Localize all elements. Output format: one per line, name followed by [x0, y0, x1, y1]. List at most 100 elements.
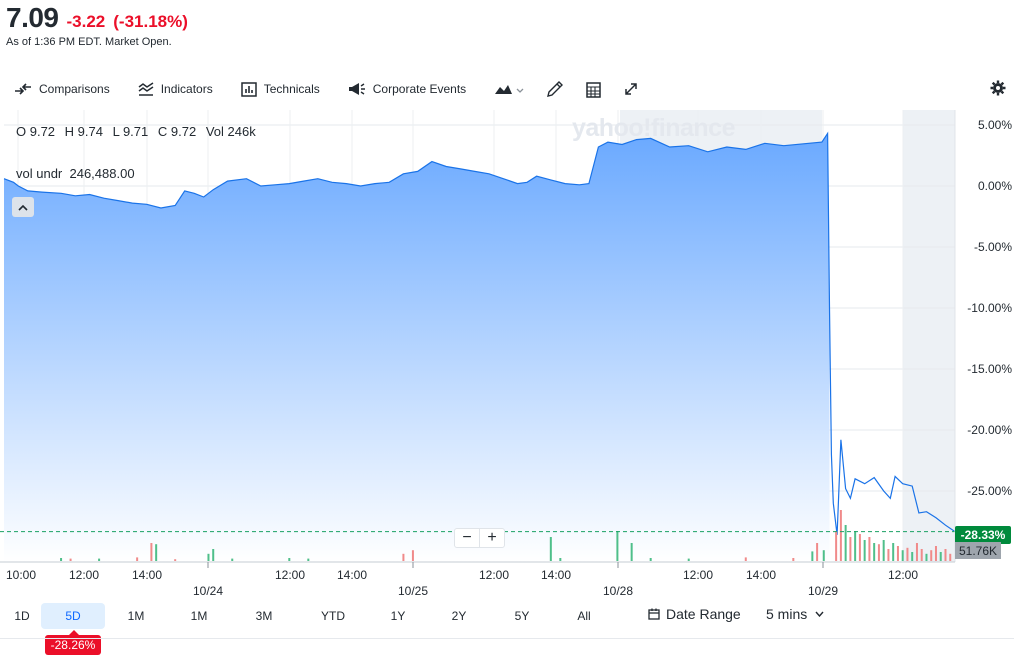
- draw-button[interactable]: [546, 80, 564, 98]
- volume-bar: [402, 553, 405, 561]
- volume-bar: [207, 553, 210, 561]
- volume-bar: [892, 543, 895, 561]
- range-option-5d[interactable]: 5D: [41, 603, 105, 629]
- indicators-label: Indicators: [160, 82, 213, 96]
- volume-bar: [901, 550, 904, 561]
- volume-bar: [873, 543, 876, 561]
- last-value-tag: -28.33%: [955, 526, 1011, 544]
- volume-bar: [930, 550, 933, 561]
- date-range-label: Date Range: [666, 606, 741, 622]
- volume-bar: [863, 540, 866, 561]
- volume-bar: [150, 543, 153, 561]
- chart-toolbar: Comparisons Indicators Technicals Corpor…: [14, 78, 660, 100]
- x-time-label: 12:00: [887, 568, 919, 582]
- y-tick-label: 0.00%: [977, 179, 1012, 193]
- quote-price: 7.09: [6, 2, 59, 33]
- comparisons-button[interactable]: Comparisons: [14, 82, 110, 96]
- volume-bar: [69, 558, 72, 561]
- range-option-3m[interactable]: 3M: [255, 609, 273, 623]
- volume-bar: [868, 537, 871, 561]
- range-option-1y[interactable]: 1Y: [390, 609, 406, 623]
- ohlc-open: O 9.72: [16, 124, 56, 139]
- range-option-1d[interactable]: 1D: [14, 609, 30, 623]
- volume-bar: [835, 531, 838, 561]
- zoom-out-button[interactable]: −: [462, 529, 472, 546]
- x-time-label: 12:00: [68, 568, 100, 582]
- table-icon: [586, 81, 601, 98]
- chevron-up-icon: [18, 204, 28, 211]
- x-time-label: 14:00: [540, 568, 572, 582]
- quote-header: 7.09 -3.22 (-31.18%) As of 1:36 PM EDT. …: [6, 2, 188, 48]
- ohlc-volume: Vol 246k: [205, 124, 256, 139]
- price-chart[interactable]: [0, 0, 1024, 600]
- ohlc-low: L 9.71: [112, 124, 149, 139]
- ohlc-close: C 9.72: [157, 124, 197, 139]
- table-view-button[interactable]: [586, 81, 602, 98]
- range-option-2y[interactable]: 2Y: [451, 609, 467, 623]
- range-option-1m[interactable]: 1M: [190, 609, 208, 623]
- volume-bar: [925, 553, 928, 561]
- volume-bars: [60, 510, 952, 561]
- volume-tag: 51.76K: [955, 542, 1001, 559]
- interval-label: 5 mins: [766, 606, 808, 622]
- x-time-label: 12:00: [478, 568, 510, 582]
- settings-button[interactable]: [990, 80, 1006, 101]
- fullscreen-button[interactable]: [624, 82, 638, 96]
- comparisons-icon: [15, 83, 31, 95]
- volume-bar: [911, 552, 914, 561]
- quote-change: -3.22: [66, 12, 106, 31]
- volume-bar: [949, 553, 952, 561]
- volume-bar: [896, 546, 899, 561]
- price-line: [3, 131, 956, 535]
- chart-type-button[interactable]: [494, 82, 524, 96]
- range-option-all[interactable]: All: [577, 609, 591, 623]
- volume-bar: [887, 549, 890, 561]
- volume-bar: [212, 549, 215, 561]
- volume-bar: [839, 510, 842, 561]
- volume-bar: [174, 559, 177, 561]
- volume-bar: [920, 549, 923, 561]
- yahoo-finance-watermark: yahoo!finance: [572, 114, 735, 142]
- quote-timestamp: As of 1:36 PM EDT. Market Open.: [6, 36, 172, 48]
- volume-bar: [816, 543, 819, 561]
- calendar-icon: [648, 608, 660, 620]
- x-date-label: 10/29: [807, 584, 839, 598]
- pre-market-shade: [903, 110, 955, 562]
- indicators-button[interactable]: Indicators: [138, 82, 213, 96]
- range-option-ytd[interactable]: YTD: [321, 609, 345, 623]
- volume-bar: [915, 543, 918, 561]
- x-time-label: 12:00: [682, 568, 714, 582]
- vol-indicator-value: 246,488.00: [69, 166, 135, 181]
- y-tick-label: -20.00%: [967, 423, 1012, 437]
- zoom-in-button[interactable]: +: [479, 529, 504, 547]
- volume-bar: [849, 537, 852, 561]
- fullscreen-icon: [625, 83, 637, 95]
- comparisons-label: Comparisons: [39, 82, 110, 96]
- interval-select[interactable]: 5 mins: [766, 606, 824, 622]
- x-time-label: 12:00: [274, 568, 306, 582]
- collapse-readout-button[interactable]: [12, 197, 34, 217]
- chevron-down-icon: [815, 611, 824, 617]
- x-time-label: 14:00: [336, 568, 368, 582]
- gear-icon: [990, 80, 1006, 96]
- date-range-button[interactable]: Date Range: [648, 606, 741, 622]
- price-area: [4, 133, 830, 562]
- technicals-label: Technicals: [263, 82, 320, 96]
- y-tick-label: 5.00%: [977, 118, 1012, 132]
- corporate-events-button[interactable]: Corporate Events: [348, 82, 466, 96]
- volume-bar: [934, 546, 937, 561]
- volume-bar: [288, 558, 291, 561]
- volume-bar: [231, 558, 234, 561]
- volume-bar: [939, 552, 942, 561]
- divider: [0, 638, 1014, 639]
- x-time-label: 14:00: [131, 568, 163, 582]
- range-option-1m[interactable]: 1M: [127, 609, 145, 623]
- range-option-5y[interactable]: 5Y: [514, 609, 530, 623]
- vol-indicator-label: vol undr: [16, 166, 63, 181]
- y-tick-label: -15.00%: [967, 362, 1012, 376]
- technicals-button[interactable]: Technicals: [240, 81, 320, 97]
- volume-bar: [549, 537, 552, 561]
- ohlc-readout: O 9.72 H 9.74 L 9.71 C 9.72 Vol 246k: [16, 124, 262, 139]
- x-time-label: 10:00: [5, 568, 37, 582]
- volume-bar: [822, 550, 825, 561]
